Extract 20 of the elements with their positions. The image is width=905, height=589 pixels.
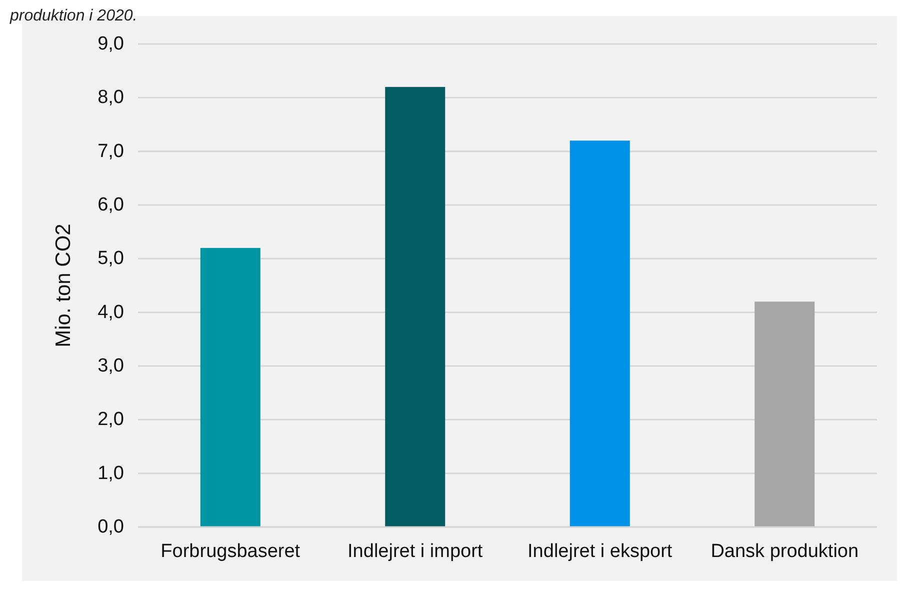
y-tick-label: 2,0 [98,409,124,430]
y-tick-label: 8,0 [98,87,124,108]
bar [570,140,630,527]
bar [200,248,260,527]
x-tick-label: Indlejret i import [348,541,484,562]
y-tick-label: 1,0 [98,462,124,484]
x-tick-label: Indlejret i eksport [528,541,673,562]
text: produktion i 2020. [9,7,138,24]
x-tick-label: Dansk produktion [710,541,859,562]
y-tick-label: 4,0 [98,302,124,323]
y-tick-label: 9,0 [98,34,124,54]
x-tick-label: Forbrugsbaseret [160,541,301,562]
y-tick-label: 0,0 [98,516,124,538]
bar [385,86,446,527]
y-axis-title: Mio. ton CO2 [52,224,75,348]
y-tick-label: 3,0 [98,356,124,376]
y-tick-label: 6,0 [98,194,124,216]
y-tick-label: 7,0 [98,140,124,162]
bar [754,302,815,527]
y-tick-label: 5,0 [98,248,124,270]
